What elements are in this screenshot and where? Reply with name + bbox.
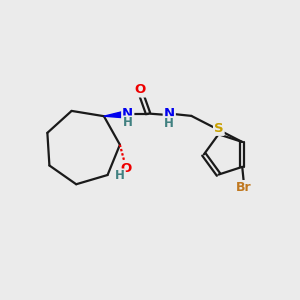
Text: N: N: [122, 107, 133, 120]
Text: H: H: [123, 116, 133, 130]
Text: O: O: [120, 162, 131, 175]
Text: H: H: [164, 117, 174, 130]
Polygon shape: [104, 112, 122, 118]
Text: N: N: [164, 107, 175, 120]
Text: Br: Br: [236, 181, 251, 194]
Text: O: O: [134, 83, 146, 97]
Text: S: S: [214, 122, 224, 135]
Text: H: H: [115, 169, 125, 182]
